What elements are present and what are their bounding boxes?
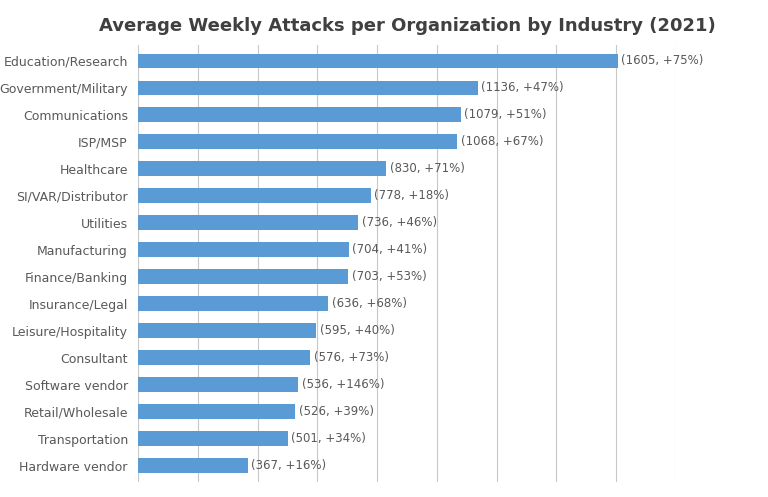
Bar: [138, 81, 478, 95]
Bar: [138, 135, 457, 149]
Text: (1068, +67%): (1068, +67%): [461, 135, 543, 149]
Text: (636, +68%): (636, +68%): [332, 297, 407, 311]
Text: (736, +46%): (736, +46%): [362, 216, 437, 230]
Text: (536, +146%): (536, +146%): [302, 378, 385, 392]
Bar: [138, 458, 248, 473]
Text: (367, +16%): (367, +16%): [251, 459, 326, 472]
Bar: [138, 378, 298, 392]
Bar: [138, 162, 386, 176]
Bar: [138, 269, 348, 284]
Bar: [138, 54, 617, 69]
Text: (1136, +47%): (1136, +47%): [481, 82, 564, 94]
Bar: [138, 405, 296, 419]
Text: (1605, +75%): (1605, +75%): [621, 55, 703, 68]
Bar: [138, 188, 371, 203]
Text: (704, +41%): (704, +41%): [352, 244, 427, 256]
Bar: [138, 216, 358, 230]
Bar: [138, 243, 349, 257]
Text: (1079, +51%): (1079, +51%): [464, 108, 547, 121]
Title: Average Weekly Attacks per Organization by Industry (2021): Average Weekly Attacks per Organization …: [98, 17, 716, 35]
Text: (595, +40%): (595, +40%): [319, 325, 395, 337]
Bar: [138, 431, 288, 446]
Text: (501, +34%): (501, +34%): [292, 432, 366, 445]
Text: (778, +18%): (778, +18%): [374, 189, 449, 202]
Text: (703, +53%): (703, +53%): [352, 270, 426, 283]
Text: (830, +71%): (830, +71%): [389, 163, 465, 175]
Bar: [138, 350, 310, 365]
Text: (576, +73%): (576, +73%): [314, 351, 389, 364]
Text: (526, +39%): (526, +39%): [299, 406, 374, 418]
Bar: [138, 297, 328, 311]
Bar: [138, 324, 316, 338]
Bar: [138, 107, 461, 122]
